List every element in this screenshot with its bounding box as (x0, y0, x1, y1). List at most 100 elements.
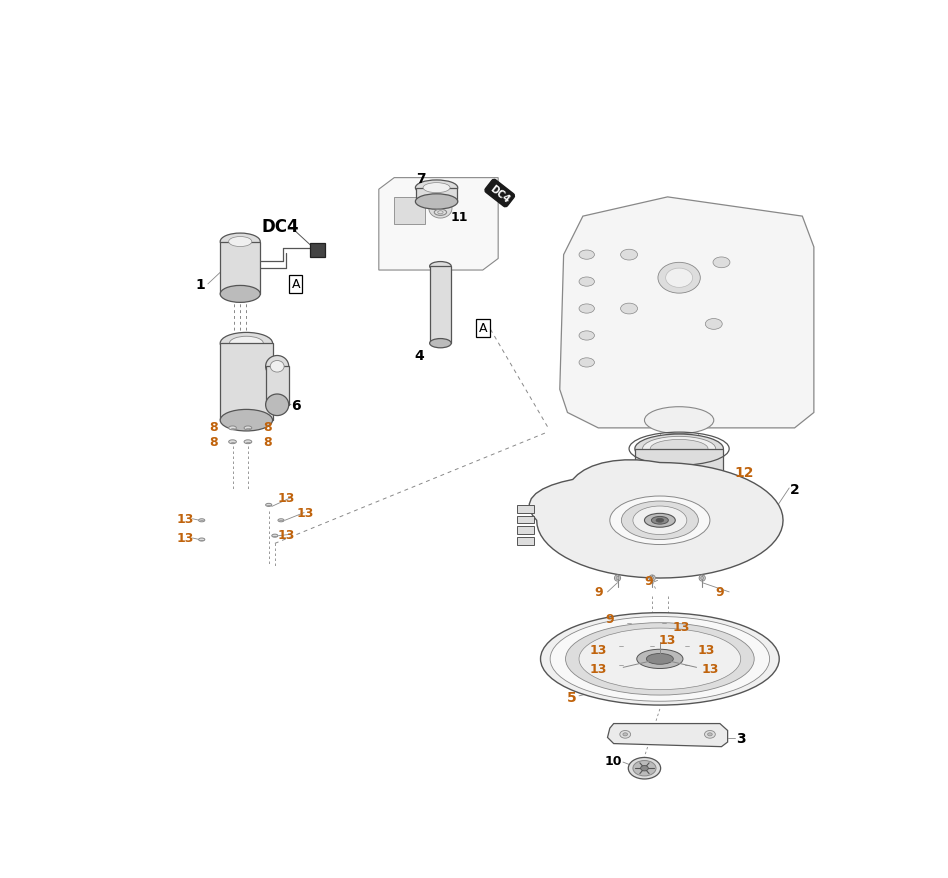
Text: 4: 4 (414, 349, 424, 363)
Ellipse shape (265, 504, 272, 507)
Text: 9: 9 (594, 586, 603, 599)
Ellipse shape (228, 237, 252, 248)
Ellipse shape (699, 575, 705, 581)
Ellipse shape (705, 320, 722, 330)
Ellipse shape (428, 199, 452, 219)
Polygon shape (635, 450, 723, 484)
Text: 13: 13 (590, 663, 607, 675)
Polygon shape (429, 267, 451, 344)
Polygon shape (265, 367, 289, 406)
Text: 13: 13 (297, 507, 315, 520)
Bar (309, 244, 325, 257)
Text: 13: 13 (278, 491, 295, 504)
Text: 13: 13 (702, 663, 719, 675)
Ellipse shape (649, 575, 655, 581)
Text: 9: 9 (606, 613, 614, 626)
Polygon shape (379, 178, 498, 270)
Text: A: A (479, 322, 487, 335)
Text: 6: 6 (292, 399, 301, 413)
Ellipse shape (701, 577, 703, 579)
Ellipse shape (650, 577, 654, 579)
Ellipse shape (633, 760, 656, 776)
Ellipse shape (270, 361, 284, 372)
Ellipse shape (220, 286, 261, 303)
Bar (394, 198, 425, 225)
Ellipse shape (617, 664, 626, 667)
Text: A: A (291, 278, 300, 291)
Ellipse shape (614, 575, 621, 581)
Ellipse shape (423, 184, 450, 193)
Text: 13: 13 (176, 513, 193, 526)
Ellipse shape (438, 212, 443, 214)
Ellipse shape (658, 263, 701, 294)
Ellipse shape (620, 730, 630, 738)
Ellipse shape (635, 435, 723, 464)
Polygon shape (608, 723, 728, 747)
Ellipse shape (429, 339, 451, 349)
Polygon shape (220, 242, 261, 294)
Text: 9: 9 (716, 586, 724, 599)
Ellipse shape (637, 650, 683, 669)
Text: 8: 8 (210, 421, 218, 434)
Text: 8: 8 (264, 421, 272, 434)
Ellipse shape (579, 629, 740, 690)
Ellipse shape (228, 440, 236, 444)
Ellipse shape (220, 333, 273, 355)
Ellipse shape (429, 263, 451, 271)
Ellipse shape (635, 469, 723, 499)
Ellipse shape (220, 410, 273, 431)
Text: 13: 13 (673, 621, 690, 633)
Bar (518, 516, 535, 524)
Ellipse shape (579, 305, 594, 313)
Ellipse shape (707, 733, 712, 736)
Ellipse shape (683, 664, 691, 667)
Ellipse shape (265, 356, 289, 378)
Text: 8: 8 (210, 435, 218, 449)
Ellipse shape (621, 250, 638, 261)
Ellipse shape (272, 535, 278, 537)
Text: 8: 8 (264, 435, 272, 449)
Polygon shape (559, 198, 814, 428)
Ellipse shape (621, 501, 699, 540)
Ellipse shape (656, 519, 664, 522)
Bar (518, 506, 535, 513)
Text: 13: 13 (278, 528, 295, 541)
Ellipse shape (579, 251, 594, 260)
Ellipse shape (704, 730, 716, 738)
Ellipse shape (244, 440, 252, 444)
Polygon shape (220, 344, 273, 421)
Text: 13: 13 (176, 532, 193, 545)
Text: 2: 2 (790, 483, 799, 497)
Ellipse shape (415, 195, 458, 210)
Text: 10: 10 (605, 754, 623, 767)
Ellipse shape (713, 257, 730, 269)
Ellipse shape (199, 519, 205, 522)
Ellipse shape (623, 733, 628, 736)
Ellipse shape (643, 471, 716, 496)
Ellipse shape (265, 394, 289, 416)
Ellipse shape (579, 332, 594, 341)
Ellipse shape (665, 269, 693, 288)
Ellipse shape (641, 766, 648, 771)
Ellipse shape (550, 617, 770, 702)
Ellipse shape (199, 538, 205, 542)
Text: 5: 5 (567, 691, 576, 704)
Ellipse shape (683, 644, 691, 648)
Ellipse shape (278, 519, 284, 522)
Ellipse shape (648, 644, 656, 648)
Ellipse shape (651, 517, 668, 524)
Ellipse shape (616, 577, 619, 579)
Ellipse shape (220, 234, 261, 251)
Text: 9: 9 (644, 574, 652, 587)
Ellipse shape (626, 621, 633, 625)
Ellipse shape (645, 514, 675, 528)
Bar (518, 537, 535, 545)
Ellipse shape (244, 427, 252, 430)
Text: 13: 13 (659, 633, 676, 646)
Text: DC4: DC4 (488, 184, 512, 205)
Ellipse shape (643, 437, 716, 462)
Text: 13: 13 (590, 644, 607, 657)
Polygon shape (416, 189, 457, 202)
Ellipse shape (579, 358, 594, 368)
Text: DC4: DC4 (262, 218, 299, 236)
